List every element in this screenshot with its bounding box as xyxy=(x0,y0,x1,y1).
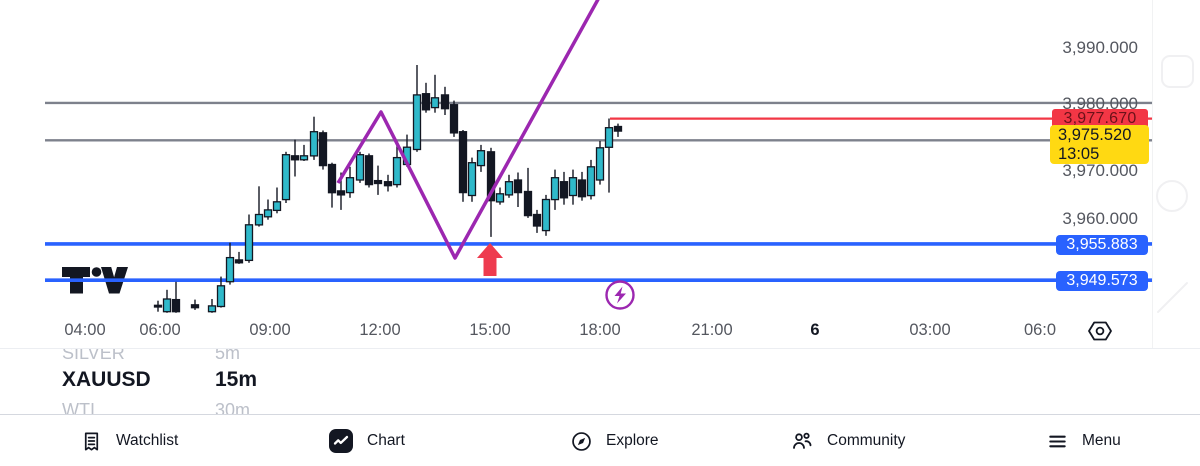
chart-panel[interactable]: 3,990.000 3,980.000 3,970.000 3,960.000 … xyxy=(0,0,1200,348)
candle-body xyxy=(263,209,273,218)
candle-body xyxy=(327,163,337,194)
candle-body xyxy=(440,94,450,110)
quick-action-button xyxy=(1156,180,1188,212)
candle-body xyxy=(523,190,533,217)
candle-body xyxy=(559,181,569,199)
candle-body xyxy=(225,256,235,283)
candle-body xyxy=(234,259,244,264)
candle-body xyxy=(336,190,346,196)
candle-body xyxy=(272,201,282,212)
candle-body xyxy=(449,104,459,134)
floating-side-controls[interactable] xyxy=(1156,55,1194,313)
candle-body xyxy=(577,179,587,198)
candle-body xyxy=(412,94,422,151)
candle-body xyxy=(290,155,300,161)
candle-body xyxy=(373,179,383,185)
candle-body xyxy=(216,285,226,308)
candle-body xyxy=(244,224,254,262)
candle-body xyxy=(513,179,523,194)
nav-label: Explore xyxy=(606,432,659,449)
candle-body xyxy=(504,181,514,196)
candle-body xyxy=(153,304,163,308)
time-tick: 6 xyxy=(810,321,820,339)
candle-body xyxy=(495,193,505,203)
nav-chart[interactable]: Chart xyxy=(328,415,405,466)
candle-body xyxy=(486,151,496,202)
candle-body xyxy=(613,125,623,132)
candle-body xyxy=(345,177,355,194)
time-tick: 03:00 xyxy=(909,321,951,339)
candle-body xyxy=(383,181,393,187)
candle-body xyxy=(467,162,477,197)
nav-label: Menu xyxy=(1082,432,1121,449)
candle-body xyxy=(586,166,596,197)
chart-canvas[interactable] xyxy=(0,0,1200,348)
candle-body xyxy=(568,177,578,197)
nav-label: Watchlist xyxy=(116,432,179,449)
candle-body xyxy=(532,213,542,227)
lightning-bolt-icon xyxy=(614,286,626,304)
candle-body xyxy=(355,154,365,181)
zigzag-drawing[interactable] xyxy=(336,0,601,260)
candle-body xyxy=(281,154,291,201)
candle-body xyxy=(458,131,468,194)
time-tick: 04:00 xyxy=(64,321,106,339)
time-tick: 12:00 xyxy=(359,321,401,339)
time-tick: 06:0 xyxy=(1023,321,1057,339)
candle-body xyxy=(162,298,172,313)
chart-toolbar: SILVER 5m XAUUSD 15m WTI 30m xyxy=(0,348,1200,414)
nav-watchlist[interactable]: Watchlist xyxy=(80,415,178,466)
chart-icon xyxy=(329,429,353,453)
timeframe-label: 5m xyxy=(215,348,241,363)
last-price-value: 3,975.520 xyxy=(1058,126,1132,144)
candle-body xyxy=(392,156,402,186)
bottom-navigation: Watchlist Chart Explore Community xyxy=(0,414,1200,466)
candle-body xyxy=(604,127,614,148)
time-tick: 06:00 xyxy=(139,321,181,339)
candle-body xyxy=(299,155,309,161)
candle-body xyxy=(541,198,551,232)
time-axis[interactable]: 04:00 06:00 09:00 12:00 15:00 18:00 21:00 6 03:0… xyxy=(0,316,1200,348)
nav-menu[interactable]: Menu xyxy=(1046,415,1121,466)
candle-body xyxy=(254,213,264,226)
candle-body xyxy=(421,93,431,111)
time-tick: 21:00 xyxy=(691,321,733,339)
support-level-badge[interactable]: 3,955.883 xyxy=(1056,235,1148,255)
candle-body xyxy=(550,177,560,201)
candle-body xyxy=(171,298,181,313)
time-tick: 09:00 xyxy=(249,321,291,339)
symbol-label: WTI xyxy=(62,400,95,414)
candle-body xyxy=(430,97,440,109)
candle-body xyxy=(207,305,217,313)
timeframe-label: 30m xyxy=(215,400,251,414)
compass-icon xyxy=(572,431,591,451)
alert-price-badge[interactable]: 3,977.670 xyxy=(1052,109,1148,128)
time-tick: 18:00 xyxy=(579,321,621,339)
last-price-time: 13:05 xyxy=(1058,144,1100,163)
community-people-icon xyxy=(793,432,812,449)
up-arrow-marker[interactable] xyxy=(477,243,503,276)
time-tick: 15:00 xyxy=(469,321,511,339)
nav-label: Chart xyxy=(367,432,405,449)
candle-body xyxy=(476,150,486,167)
nav-community[interactable]: Community xyxy=(790,415,905,466)
candle-body xyxy=(309,131,319,157)
nav-explore[interactable]: Explore xyxy=(570,415,659,466)
chart-settings-icon[interactable] xyxy=(1086,318,1114,344)
candle-body xyxy=(595,147,605,181)
last-price-badge: 3,975.520 13:05 xyxy=(1050,125,1149,164)
candle-body xyxy=(190,304,200,309)
support-level-badge[interactable]: 3,949.573 xyxy=(1056,271,1148,291)
hamburger-menu-icon xyxy=(1049,435,1066,447)
collapse-panel-button xyxy=(1161,55,1194,88)
symbol-label: XAUUSD xyxy=(62,368,151,391)
timeframe-label: 15m xyxy=(215,368,258,391)
candle-body xyxy=(318,132,328,167)
candle-body xyxy=(364,155,374,186)
watchlist-icon xyxy=(84,431,99,451)
corner-resize-handle xyxy=(1157,282,1188,313)
symbol-label: SILVER xyxy=(62,348,125,363)
nav-label: Community xyxy=(827,432,906,449)
